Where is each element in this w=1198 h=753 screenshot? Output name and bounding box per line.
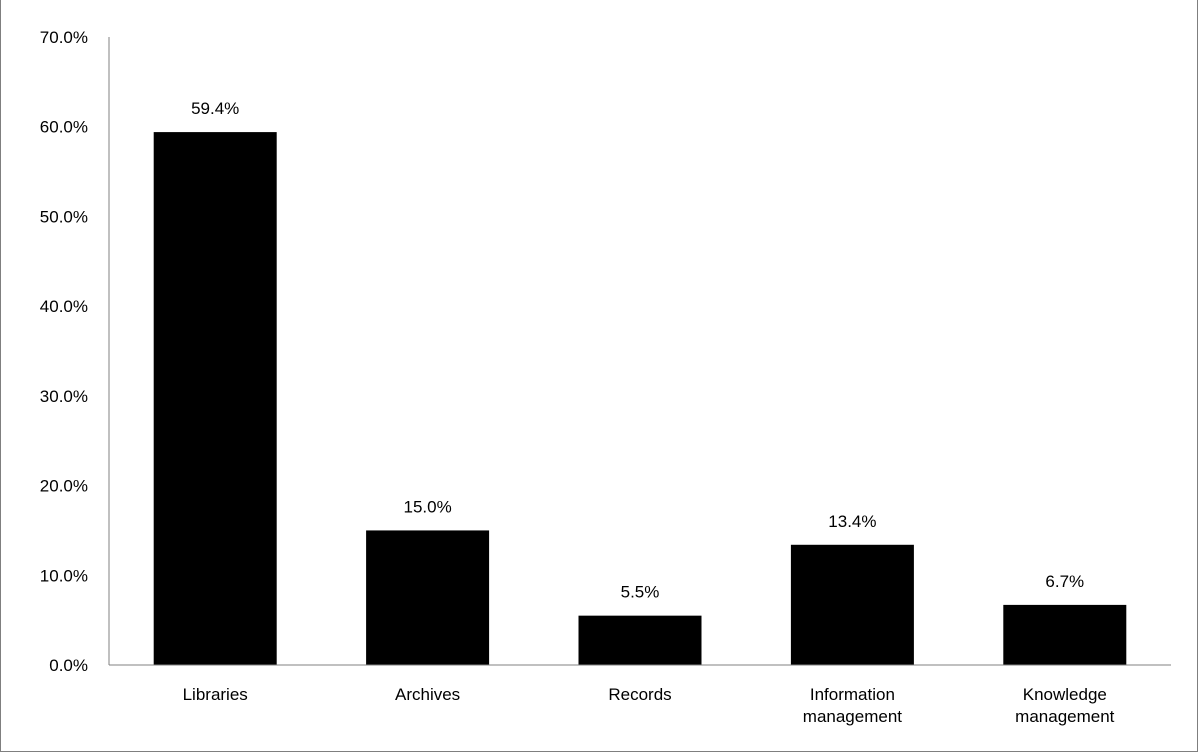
y-tick-label: 0.0% [49, 656, 88, 675]
y-tick-label: 60.0% [40, 118, 88, 137]
axes-group [108, 37, 1171, 666]
category-label: Libraries [183, 685, 248, 704]
category-label-line: Information [810, 685, 895, 704]
bar [366, 530, 490, 665]
bar [153, 132, 277, 665]
category-label-line: Records [608, 685, 671, 704]
data-label: 5.5% [621, 583, 660, 602]
category-label: Archives [395, 685, 460, 704]
y-tick-label: 20.0% [40, 477, 88, 496]
y-tick-label: 40.0% [40, 297, 88, 316]
category-label: Knowledge management [1015, 685, 1115, 726]
category-label-line: management [1015, 707, 1115, 726]
data-label: 13.4% [828, 512, 876, 531]
bar [790, 544, 914, 665]
category-label-line: Archives [395, 685, 460, 704]
y-tick-label: 10.0% [40, 566, 88, 585]
data-label: 6.7% [1045, 572, 1084, 591]
x-axis-labels: Libraries Archives Records Information manag… [183, 685, 1115, 726]
y-axis-ticks: 0.0% 10.0% 20.0% 30.0% 40.0% 50.0% 60.0% 70.0% [40, 28, 88, 675]
category-label-line: management [803, 707, 903, 726]
y-tick-label: 30.0% [40, 387, 88, 406]
y-tick-label: 70.0% [40, 28, 88, 47]
bar [1003, 604, 1127, 665]
category-label-line: Knowledge [1023, 685, 1107, 704]
category-label: Information management [803, 685, 903, 726]
bar [578, 615, 702, 665]
y-tick-label: 50.0% [40, 207, 88, 226]
data-label: 15.0% [403, 497, 451, 516]
category-label: Records [608, 685, 671, 704]
data-labels-group: 59.4% 15.0% 5.5% 13.4% 6.7% [191, 99, 1084, 602]
data-label: 59.4% [191, 99, 239, 118]
category-label-line: Libraries [183, 685, 248, 704]
bars-group [153, 132, 1127, 665]
